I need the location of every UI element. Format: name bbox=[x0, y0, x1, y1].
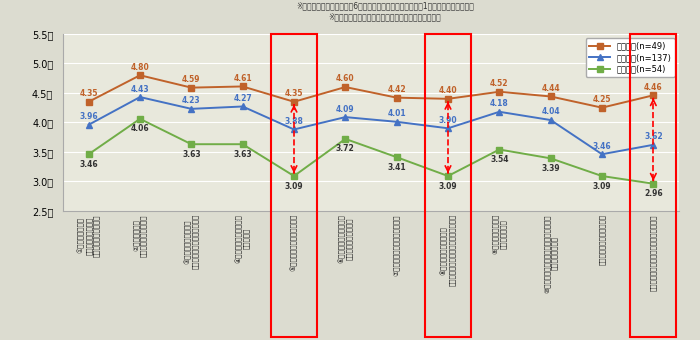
Text: 4.18: 4.18 bbox=[490, 99, 509, 108]
Text: 3.09: 3.09 bbox=[593, 182, 611, 190]
Text: ④失敗を学習機会として
捕えている: ④失敗を学習機会として 捕えている bbox=[235, 214, 250, 263]
Text: ⑥研究者・開発者の活動
内容は共有されている: ⑥研究者・開発者の活動 内容は共有されている bbox=[338, 214, 353, 263]
Text: 4.01: 4.01 bbox=[387, 109, 406, 118]
Text: 3.72: 3.72 bbox=[336, 144, 355, 153]
Text: 3.62: 3.62 bbox=[644, 132, 663, 141]
Text: 4.35: 4.35 bbox=[285, 89, 303, 98]
Text: 3.46: 3.46 bbox=[79, 160, 98, 169]
Text: 4.60: 4.60 bbox=[336, 74, 355, 84]
Text: ※点数が高いほど、「あてはまる」とする比率が高い: ※点数が高いほど、「あてはまる」とする比率が高い bbox=[328, 12, 442, 21]
Text: 4.42: 4.42 bbox=[387, 85, 406, 94]
Text: 3.96: 3.96 bbox=[79, 112, 98, 121]
Text: ⑧会社の理念や価値観が
透明に行動や日々の対応に現れている: ⑧会社の理念や価値観が 透明に行動や日々の対応に現れている bbox=[440, 214, 456, 286]
Text: 3.88: 3.88 bbox=[285, 117, 303, 126]
Text: 4.25: 4.25 bbox=[593, 95, 611, 104]
Text: 3.54: 3.54 bbox=[490, 155, 509, 164]
Text: 4.23: 4.23 bbox=[182, 96, 201, 105]
Text: 3.09: 3.09 bbox=[439, 182, 457, 190]
Text: 3.90: 3.90 bbox=[439, 116, 457, 125]
Text: 3.39: 3.39 bbox=[541, 164, 560, 173]
Text: ①自主的な研究・
開発テーマに使える
時間が認められている: ①自主的な研究・ 開発テーマに使える 時間が認められている bbox=[78, 214, 100, 257]
Text: 3.09: 3.09 bbox=[285, 182, 303, 190]
Text: ※「かなり当てはまる」を6点、「全く当てはまらない」を1点として平均点を算出: ※「かなり当てはまる」を6点、「全く当てはまらない」を1点として平均点を算出 bbox=[296, 2, 474, 11]
Text: 4.27: 4.27 bbox=[233, 94, 252, 103]
Text: 4.44: 4.44 bbox=[541, 84, 560, 93]
Text: ⑦本音を率直に言い合っている: ⑦本音を率直に言い合っている bbox=[393, 214, 400, 276]
Text: 4.43: 4.43 bbox=[131, 85, 149, 94]
Text: ⑤お互いに刺激し合っている: ⑤お互いに刺激し合っている bbox=[290, 214, 298, 271]
Text: ⑩上司や同僚とのコミュニケーションに
充分な時間が取る: ⑩上司や同僚とのコミュニケーションに 充分な時間が取る bbox=[543, 214, 558, 293]
Text: 4.80: 4.80 bbox=[131, 63, 149, 72]
Text: ⑨上司ヤリーダーは
ビジョンを語る: ⑨上司ヤリーダーは ビジョンを語る bbox=[492, 214, 506, 254]
Text: 4.52: 4.52 bbox=[490, 79, 509, 88]
Text: 3.63: 3.63 bbox=[182, 150, 201, 159]
Text: 4.04: 4.04 bbox=[541, 107, 560, 117]
Text: 4.61: 4.61 bbox=[233, 74, 252, 83]
Text: ③前例にとらわれない
新しい発想が尊重されている: ③前例にとらわれない 新しい発想が尊重されている bbox=[184, 214, 199, 269]
Legend: 高成果群(n=49), 中成果群(n=137), 低成果群(n=54): 高成果群(n=49), 中成果群(n=137), 低成果群(n=54) bbox=[586, 38, 675, 77]
Text: 4.59: 4.59 bbox=[182, 75, 201, 84]
Text: 3.46: 3.46 bbox=[593, 142, 611, 151]
Text: ⑪多様な人材が活置できる: ⑪多様な人材が活置できる bbox=[598, 214, 606, 265]
Text: ②上司は部下の
主体性を尊重している: ②上司は部下の 主体性を尊重している bbox=[133, 214, 147, 257]
Text: ⑫出る杯や重された人材が一人楽できる: ⑫出る杯や重された人材が一人楽できる bbox=[650, 214, 657, 291]
Text: 4.09: 4.09 bbox=[336, 104, 355, 114]
Text: 4.40: 4.40 bbox=[439, 86, 457, 95]
Text: 3.41: 3.41 bbox=[387, 163, 406, 172]
Text: 4.46: 4.46 bbox=[644, 83, 663, 92]
Text: 4.35: 4.35 bbox=[79, 89, 98, 98]
Text: 3.63: 3.63 bbox=[233, 150, 252, 159]
Text: 4.06: 4.06 bbox=[131, 124, 149, 133]
Text: 2.96: 2.96 bbox=[644, 189, 663, 198]
